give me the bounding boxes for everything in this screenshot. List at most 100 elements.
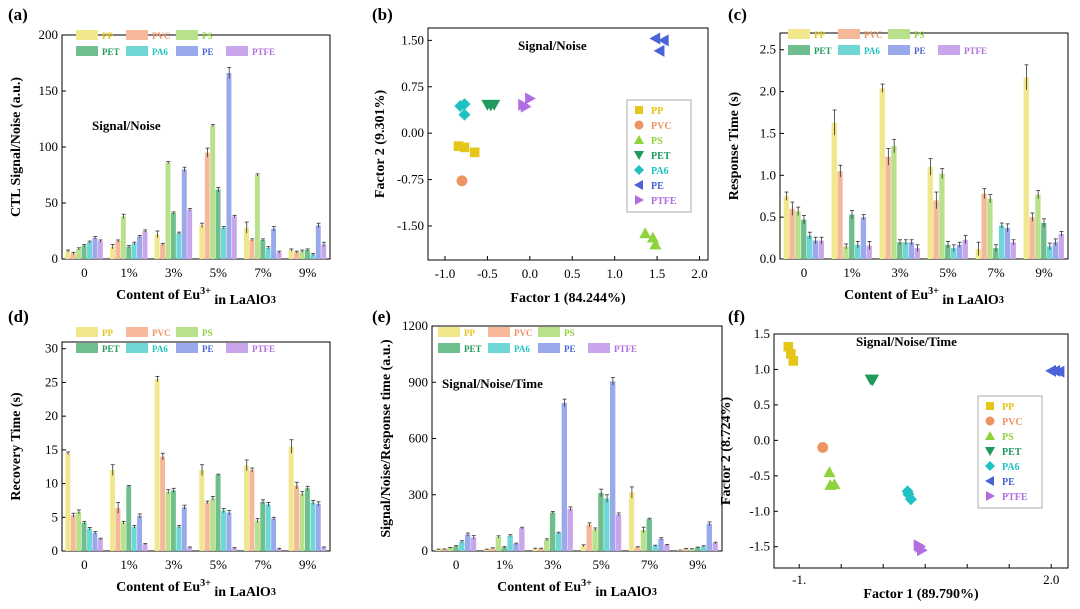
y-tick-label: 200 <box>39 27 59 42</box>
y-axis-label: Response Time (s) <box>727 91 742 200</box>
bar-pvc <box>586 524 592 551</box>
bar-pe <box>706 523 713 551</box>
bar-pa6 <box>221 510 226 551</box>
y-tick-label: 5 <box>52 509 59 524</box>
y-tick-label: 900 <box>409 374 429 389</box>
bar-pet <box>501 547 507 551</box>
marker-triangle-down <box>634 151 644 160</box>
legend-swatch-pet <box>788 45 810 55</box>
bar-pet <box>1041 223 1047 259</box>
bar-ps <box>447 548 453 551</box>
bar-pp <box>244 227 249 259</box>
bar-ps <box>795 211 801 259</box>
legend-swatch-pet <box>76 46 98 56</box>
bar-pet <box>993 248 999 259</box>
legend-label-pvc: PVC <box>651 121 672 132</box>
bar-ps <box>689 549 695 551</box>
legend-swatch-pp <box>76 30 98 40</box>
bar-pa6 <box>131 243 137 259</box>
marker-triangle-left <box>653 44 665 57</box>
panel-a: 0 50 100 150 200 0 1% 3% 5% 7% 9% Content of Eu3+ i… <box>9 27 331 308</box>
legend-label-pe: PE <box>202 344 214 354</box>
marker-triangle-left <box>1049 364 1061 377</box>
bar-pe <box>513 543 519 551</box>
bar-pvc <box>294 485 300 551</box>
bar-pe <box>226 512 232 551</box>
bar-pvc <box>789 208 795 259</box>
marker-triangle-down <box>484 100 497 112</box>
bar-pvc <box>441 549 447 551</box>
x-axis-label: Content of Eu3+ in LaAlO3 <box>497 578 657 600</box>
legend-label-pe: PE <box>564 344 576 354</box>
bar-ptfe <box>962 239 968 259</box>
legend-swatch-ptfe <box>938 45 960 55</box>
bar-pe <box>1004 228 1011 259</box>
legend-swatch-pp <box>438 327 460 337</box>
y-tick-label: 10 <box>45 476 58 491</box>
bar-pe <box>226 73 232 259</box>
y-tick-label: 1.50 <box>401 32 424 47</box>
panel-label: (d) <box>8 307 29 326</box>
bar-pp <box>435 549 441 551</box>
legend-label-ptfe: PTFE <box>964 46 987 56</box>
legend: PP PVC PS PET PA6 PE PTFE <box>788 29 987 56</box>
marker-triangle-left <box>1053 365 1065 378</box>
y-tick-label: 15 <box>45 442 58 457</box>
marker-triangle-up <box>823 466 836 478</box>
legend-label-pet: PET <box>651 151 671 162</box>
bar-pvc <box>837 171 843 259</box>
bar-ptfe <box>231 216 237 259</box>
y-tick-label: 1.5 <box>760 125 776 140</box>
x-axis-label: Content of Eu3+ in LaAlO3 <box>116 578 276 600</box>
legend-label-pa6: PA6 <box>1002 462 1020 473</box>
bar-pe <box>271 518 277 551</box>
legend-label-pa6: PA6 <box>152 344 168 354</box>
legend-swatch-ptfe <box>226 343 248 353</box>
marker-triangle-left <box>657 34 669 47</box>
bar-pa6 <box>87 528 92 551</box>
marker-diamond <box>902 488 915 501</box>
bar-pp <box>1023 77 1029 259</box>
bar-ps <box>210 498 216 551</box>
legend: PP PVC PS PET PA6 PE PTFE <box>438 327 637 354</box>
bar-pet <box>945 244 951 259</box>
x-tick-label: 9% <box>1035 265 1053 280</box>
panel-d: 0 5 10 15 20 25 30 0 1% 3% 5% 7% 9% Content of Eu3+ i… <box>9 327 331 600</box>
bar-pe <box>908 242 915 259</box>
x-tick-label: 1% <box>120 557 138 572</box>
bar-pvc <box>1029 217 1035 259</box>
panel-label: (b) <box>372 5 393 24</box>
x-tick-label: 1.5 <box>649 266 665 281</box>
legend-swatch-pp <box>788 29 810 39</box>
bar-ps <box>592 529 598 551</box>
annotation-text: Signal/Noise/Time <box>856 334 957 349</box>
bar-ptfe <box>519 528 525 551</box>
x-tick-label: -1.0 <box>435 266 456 281</box>
bar-pa6 <box>950 248 957 259</box>
bar-ptfe <box>664 545 670 551</box>
bar-pvc <box>683 548 689 551</box>
bar-ps <box>495 536 502 551</box>
x-tick-label: 7% <box>254 265 272 280</box>
bar-pa6 <box>265 504 271 551</box>
bar-pet <box>453 546 459 551</box>
bar-ps <box>843 246 849 259</box>
x-tick-label: 1% <box>496 557 514 572</box>
legend-label-pa6: PA6 <box>152 47 168 57</box>
y-tick-label: -1.5 <box>749 539 770 554</box>
bar-pvc <box>249 239 255 259</box>
bar-pvc <box>115 241 121 259</box>
bar-pp <box>244 465 249 551</box>
bar-ptfe <box>187 209 193 259</box>
bar-pp <box>879 88 885 259</box>
bar-pe <box>609 381 616 551</box>
y-tick-label: 600 <box>409 431 429 446</box>
legend-swatch-pvc <box>126 30 148 40</box>
marker-triangle-right <box>986 491 995 501</box>
bar-pp <box>580 545 586 551</box>
y-tick-label: 150 <box>39 83 59 98</box>
x-tick-label: 5% <box>939 265 957 280</box>
x-tick-label: 7% <box>987 265 1005 280</box>
x-tick-label: 5% <box>210 557 228 572</box>
bar-ptfe <box>914 248 920 259</box>
